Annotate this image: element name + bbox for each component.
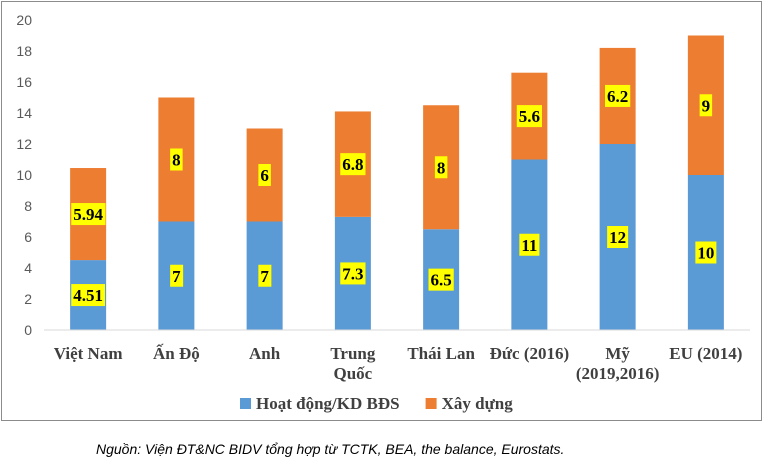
data-label: 7 (172, 267, 181, 286)
y-tick-label: 8 (24, 198, 32, 214)
x-category-label: Mỹ (605, 344, 630, 363)
y-tick-label: 18 (16, 43, 32, 59)
data-label: 6.5 (431, 271, 452, 290)
data-label: 6 (260, 166, 269, 185)
data-label: 5.6 (519, 107, 540, 126)
x-category-label: Việt Nam (54, 344, 123, 363)
y-tick-label: 4 (24, 260, 32, 276)
data-label-background (170, 264, 184, 287)
data-label-background (340, 262, 366, 285)
legend-label: Hoạt động/KD BĐS (256, 394, 400, 413)
data-label-background (519, 233, 540, 256)
y-tick-label: 16 (16, 74, 32, 90)
data-label-background (258, 264, 272, 287)
x-category-label: Trung (330, 344, 376, 363)
data-label: 9 (702, 96, 711, 115)
legend-swatch (240, 398, 251, 409)
data-label-background (71, 203, 106, 226)
y-tick-label: 14 (16, 105, 32, 121)
data-label: 6.8 (342, 155, 363, 174)
data-label: 8 (437, 158, 446, 177)
y-tick-label: 0 (24, 322, 32, 338)
data-label-background (71, 284, 105, 307)
y-tick-label: 12 (16, 136, 32, 152)
data-label-background (258, 164, 271, 186)
y-tick-label: 20 (16, 12, 32, 28)
y-tick-label: 10 (16, 167, 32, 183)
x-category-label: Ấn Độ (153, 344, 200, 363)
data-label-background (516, 105, 542, 128)
legend-swatch (425, 398, 437, 409)
data-label: 10 (697, 244, 714, 263)
data-label: 6.2 (607, 87, 628, 106)
stacked-bar-chart: 0 2 4 6 8 10 12 14 16 18 20 4.51 5.94 7 8 7 6 7.3 6.8 6.5 8… (16, 12, 750, 413)
x-category-label: EU (2014) (669, 344, 742, 363)
data-label-background (605, 84, 631, 107)
y-axis: 0 2 4 6 8 10 12 14 16 18 20 (16, 12, 32, 338)
y-tick-label: 2 (24, 291, 32, 307)
data-label: 7.3 (342, 264, 363, 283)
data-label-background (699, 94, 713, 117)
data-label: 5.94 (73, 205, 103, 224)
data-label-background (607, 226, 629, 248)
x-category-label: Đức (2016) (490, 344, 570, 363)
data-label: 11 (521, 236, 537, 255)
data-label-background (695, 241, 717, 264)
bars: 4.51 5.94 7 8 7 6 7.3 6.8 6.5 8 11 5.6 12 6.2 10 9 (70, 35, 724, 330)
x-category-label: Quốc (334, 364, 373, 383)
x-category-label: (2019,2016) (576, 364, 660, 383)
data-label: 12 (609, 228, 626, 247)
x-category-label: Anh (249, 344, 281, 363)
data-label-background (340, 153, 366, 176)
chart-frame: 0 2 4 6 8 10 12 14 16 18 20 4.51 5.94 7 8 7 6 7.3 6.8 6.5 8… (1, 1, 762, 421)
y-tick-label: 6 (24, 229, 32, 245)
data-label-background (170, 148, 183, 171)
data-label: 7 (260, 267, 269, 286)
data-label-background (434, 156, 448, 179)
legend: Hoạt động/KD BĐS Xây dựng (240, 394, 513, 413)
legend-label: Xây dựng (442, 394, 514, 413)
data-label: 4.51 (73, 286, 103, 305)
data-label-background (428, 268, 454, 291)
data-label: 8 (172, 151, 181, 170)
source-note: Nguồn: Viện ĐT&NC BIDV tổng hợp từ TCTK,… (96, 441, 565, 457)
x-category-label: Thái Lan (407, 344, 475, 363)
